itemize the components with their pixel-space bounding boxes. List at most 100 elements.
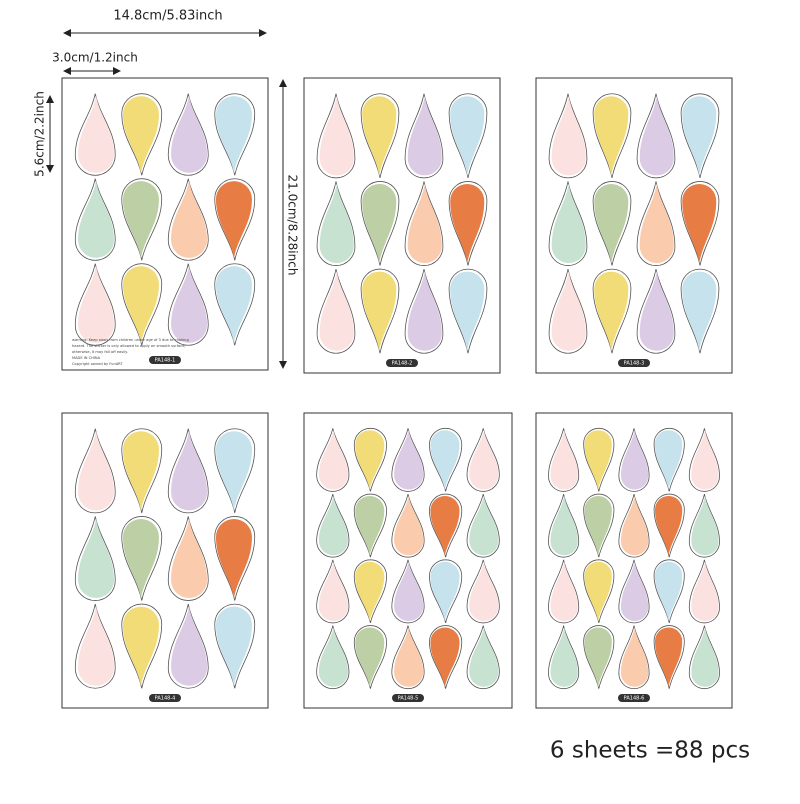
- sticker-color: [394, 495, 424, 556]
- sticker-color: [407, 271, 442, 351]
- sticker-color: [318, 430, 348, 490]
- sticker: [404, 93, 444, 179]
- sheet-label: PA148-6: [624, 696, 645, 702]
- sticker: [548, 269, 588, 354]
- sticker-color: [654, 627, 683, 687]
- sticker: [214, 516, 256, 601]
- sticker: [214, 263, 256, 346]
- sticker: [121, 428, 163, 513]
- sticker: [214, 428, 256, 513]
- sticker: [316, 93, 356, 179]
- sticker: [688, 428, 720, 492]
- sticker-color: [362, 183, 397, 264]
- sticker: [360, 181, 400, 266]
- sticker: [583, 427, 615, 492]
- sticker-color: [318, 495, 348, 556]
- sticker-color: [654, 561, 683, 622]
- sticker: [167, 93, 209, 176]
- sticker: [353, 493, 387, 558]
- sticker-color: [469, 627, 499, 687]
- sticker: [618, 559, 650, 624]
- sticker-color: [584, 495, 612, 556]
- sticker: [74, 263, 116, 346]
- sticker: [167, 178, 209, 261]
- sticker: [74, 428, 116, 514]
- sticker: [618, 428, 650, 492]
- sticker: [74, 93, 116, 176]
- sticker: [167, 516, 209, 601]
- sticker-color: [639, 96, 674, 176]
- sticker: [653, 559, 685, 624]
- sticker-color: [430, 561, 460, 622]
- sticker: [391, 625, 425, 690]
- sticker: [680, 181, 720, 266]
- sticker: [167, 263, 209, 346]
- sticker: [74, 178, 116, 261]
- warning-text: Copyright owned by FunART: [72, 362, 123, 366]
- sheet: PA148-6: [535, 412, 733, 709]
- sticker-color: [584, 627, 612, 687]
- sticker-color: [691, 627, 719, 687]
- sticker-color: [551, 183, 586, 264]
- sticker-color: [318, 561, 348, 622]
- sheet: PA148-4: [61, 412, 269, 709]
- sticker: [548, 559, 580, 624]
- sticker: [391, 559, 425, 624]
- sticker-color: [407, 183, 442, 264]
- sticker: [618, 493, 650, 558]
- sticker: [121, 263, 163, 346]
- sticker: [466, 428, 500, 492]
- sticker: [121, 603, 163, 689]
- sticker-color: [319, 271, 354, 351]
- sticker: [429, 427, 463, 492]
- sheet: PA148-2: [303, 77, 501, 374]
- sheet-label: PA148-3: [624, 361, 645, 367]
- sticker-color: [122, 431, 159, 511]
- sticker: [548, 181, 588, 266]
- sticker: [636, 93, 676, 179]
- sticker: [121, 516, 163, 601]
- sticker-color: [594, 96, 629, 176]
- sheet-label-pill: [149, 694, 181, 702]
- sticker-color: [78, 266, 115, 343]
- sheet-label: PA148-2: [392, 361, 413, 367]
- sticker: [688, 625, 720, 690]
- sticker-color: [620, 495, 649, 556]
- sticker: [316, 428, 350, 492]
- sticker-color: [469, 561, 499, 622]
- sticker-color: [550, 495, 578, 556]
- sticker-color: [682, 183, 717, 264]
- sticker: [214, 178, 256, 261]
- sticker: [429, 625, 463, 689]
- sticker-color: [682, 96, 717, 176]
- sticker-color: [620, 430, 649, 490]
- sticker: [404, 181, 444, 266]
- sticker-color: [394, 561, 424, 622]
- sticker: [548, 493, 580, 558]
- sticker: [548, 625, 580, 690]
- sheet: PA148-1 warning: Keep away from children …: [61, 77, 269, 371]
- sticker-color: [171, 181, 208, 258]
- sticker: [448, 268, 488, 354]
- sticker: [214, 93, 256, 176]
- warning-text: MADE IN CHINA: [72, 356, 101, 360]
- sticker-color: [215, 266, 252, 343]
- sticker-color: [171, 96, 208, 173]
- sticker-color: [355, 561, 385, 622]
- sticker-color: [469, 430, 499, 490]
- caption: 6 sheets =88 pcs: [550, 738, 750, 764]
- sticker: [680, 93, 720, 178]
- sticker-color: [550, 561, 578, 622]
- sticker-color: [430, 495, 460, 556]
- sticker: [448, 93, 488, 178]
- sticker-color: [691, 495, 719, 556]
- sticker-color: [430, 430, 460, 490]
- warning-text: hazard. The sticker is only allowed to a…: [72, 344, 186, 348]
- sticker: [316, 181, 356, 266]
- sticker: [583, 625, 615, 689]
- sticker-color: [215, 431, 252, 511]
- sticker-color: [78, 518, 115, 599]
- sticker-color: [122, 606, 159, 686]
- sticker-color: [171, 606, 208, 686]
